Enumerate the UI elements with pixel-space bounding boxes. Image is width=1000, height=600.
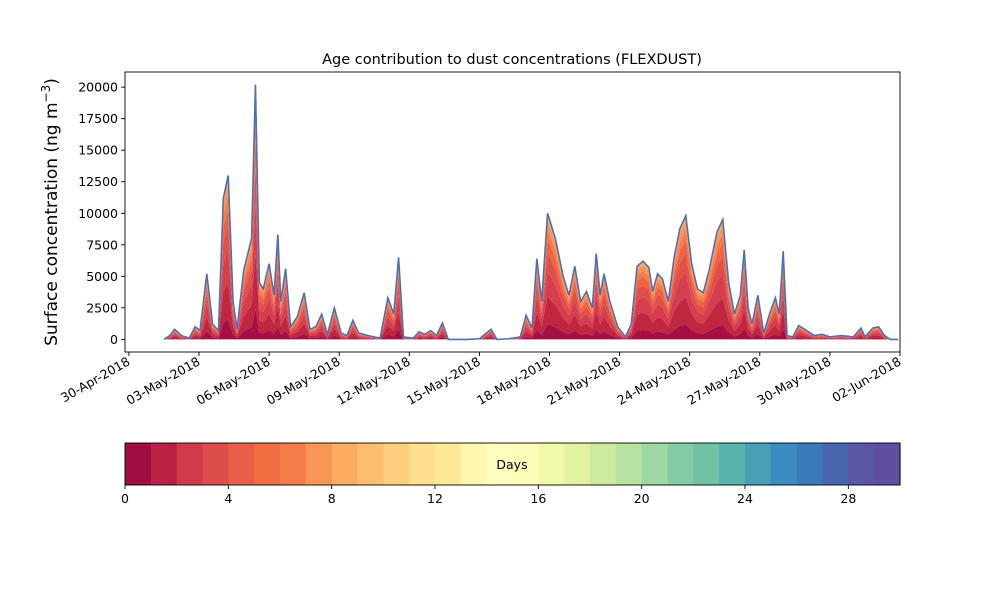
y-tick-label: 5000 <box>86 269 118 284</box>
colorbar-tick-label: 8 <box>328 491 336 506</box>
colorbar-tick-label: 4 <box>224 491 232 506</box>
x-tick-label: 18-May-2018 <box>474 354 553 408</box>
x-tick-label: 09-May-2018 <box>264 354 343 408</box>
x-tick-label: 12-May-2018 <box>334 354 413 408</box>
colorbar-cell <box>874 443 901 485</box>
colorbar-cell <box>564 443 591 485</box>
colorbar-cell <box>460 443 488 485</box>
colorbar-cell <box>409 443 436 485</box>
y-tick-label: 12500 <box>78 174 118 189</box>
age-band-areas <box>163 84 899 340</box>
age-band-area-1 <box>163 252 899 340</box>
y-tick-label: 10000 <box>78 206 118 221</box>
colorbar-cell <box>641 443 669 485</box>
plot-frame <box>124 71 901 353</box>
x-tick-label: 21-May-2018 <box>544 354 623 408</box>
total-concentration-line <box>163 84 899 341</box>
colorbar-cell <box>615 443 643 485</box>
y-tick-label: 20000 <box>78 80 118 95</box>
colorbar-cells <box>125 443 901 485</box>
colorbar-cell <box>770 443 798 485</box>
y-axis-label-text: Surface concentration (ng m <box>42 102 62 345</box>
x-tick-label: 02-Jun-2018 <box>829 354 903 405</box>
colorbar-cell <box>435 443 462 485</box>
y-tick-label: 15000 <box>78 143 118 158</box>
colorbar-cell <box>125 443 152 485</box>
colorbar-cell <box>383 443 410 485</box>
colorbar-cell <box>486 443 514 485</box>
colorbar-tick-label: 16 <box>530 491 546 506</box>
x-tick-label: 03-May-2018 <box>124 354 203 408</box>
colorbar-cell <box>176 443 204 485</box>
colorbar-cell <box>228 443 255 485</box>
chart-title: Age contribution to dust concentrations … <box>322 52 702 68</box>
y-axis-label-close: ) <box>42 78 62 85</box>
colorbar-label: Days <box>496 457 527 472</box>
colorbar-tick-label: 24 <box>737 491 753 506</box>
colorbar-frame <box>124 442 901 486</box>
y-tick-label: 0 <box>110 332 118 347</box>
y-tick-label: 17500 <box>78 111 118 126</box>
colorbar-cell <box>719 443 746 485</box>
colorbar-cell <box>305 443 333 485</box>
colorbar-cell <box>538 443 565 485</box>
y-axis-label-superscript: −3 <box>39 85 53 103</box>
y-tick-label: 7500 <box>86 237 118 252</box>
colorbar-cell <box>667 443 694 485</box>
x-tick-label: 30-Apr-2018 <box>58 354 132 406</box>
x-tick-label: 30-May-2018 <box>755 354 834 408</box>
colorbar-cell <box>745 443 772 485</box>
colorbar-cell <box>150 443 178 485</box>
x-tick-label: 27-May-2018 <box>684 354 763 408</box>
x-tick-label: 06-May-2018 <box>194 354 273 408</box>
colorbar-cell <box>202 443 229 485</box>
colorbar-cell <box>357 443 384 485</box>
x-tick-label: 15-May-2018 <box>404 354 483 408</box>
x-tick-label: 24-May-2018 <box>614 354 693 408</box>
colorbar: Days 0 4 8 12 16 20 24 28 <box>121 442 901 506</box>
colorbar-cell <box>590 443 617 485</box>
colorbar-ticks: 0 4 8 12 16 20 24 28 <box>121 485 856 506</box>
colorbar-tick-label: 12 <box>427 491 443 506</box>
colorbar-tick-label: 28 <box>840 491 856 506</box>
y-tick-label: 2500 <box>86 300 118 315</box>
colorbar-cell <box>822 443 849 485</box>
age-band-area-2 <box>163 201 899 340</box>
colorbar-tick-label: 20 <box>634 491 650 506</box>
colorbar-cell <box>331 443 359 485</box>
y-axis-label: Surface concentration (ng m−3) <box>39 78 62 346</box>
age-band-area-0 <box>163 308 899 340</box>
colorbar-cell <box>512 443 539 485</box>
colorbar-cell <box>796 443 824 485</box>
x-axis: 30-Apr-201803-May-201806-May-201809-May-… <box>58 352 904 408</box>
y-axis: 0 2500 5000 7500 10000 12500 15000 17500 20000 <box>78 80 125 347</box>
plot-area <box>124 71 901 353</box>
colorbar-cell <box>848 443 875 485</box>
colorbar-tick-label: 0 <box>121 491 129 506</box>
colorbar-cell <box>280 443 307 485</box>
colorbar-cell <box>254 443 281 485</box>
colorbar-cell <box>693 443 720 485</box>
